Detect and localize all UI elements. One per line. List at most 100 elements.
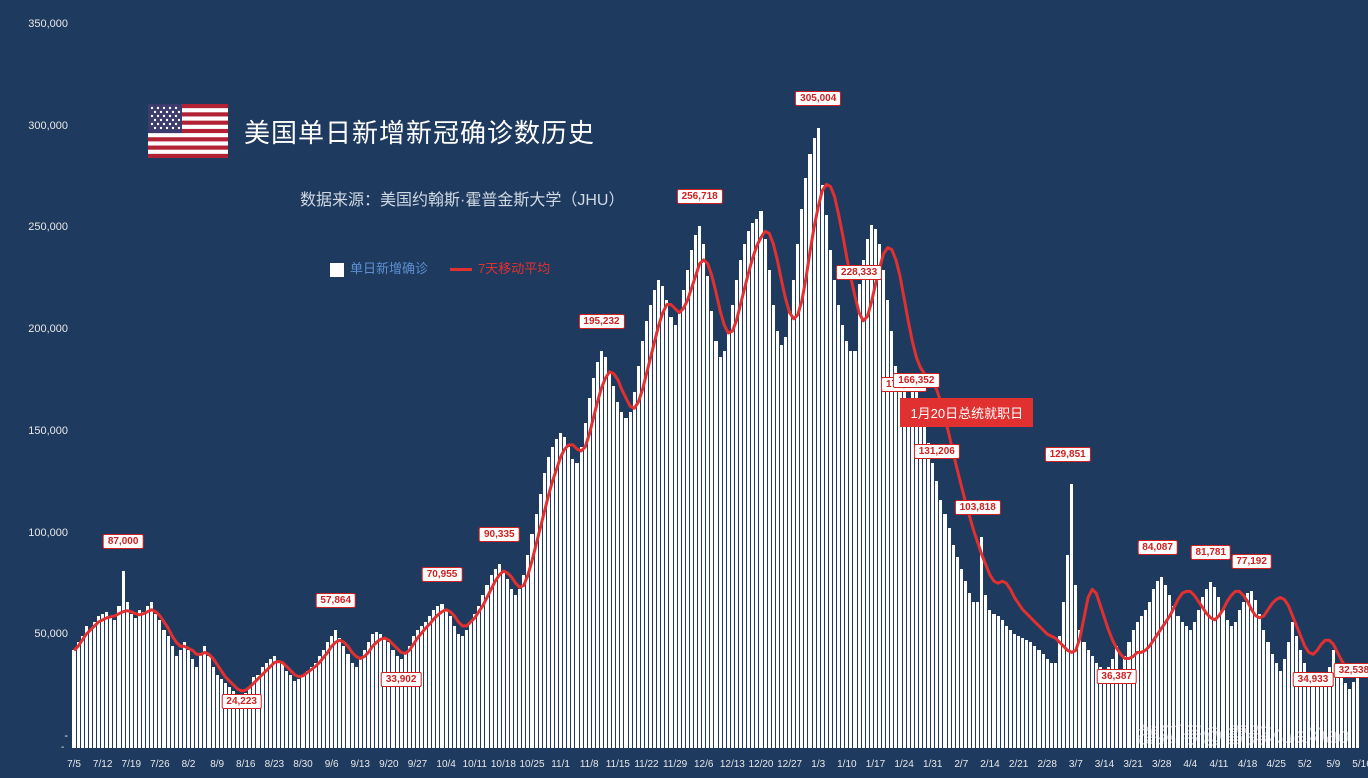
- bar: [837, 305, 840, 748]
- bar: [649, 305, 652, 748]
- bar: [1025, 640, 1028, 748]
- bar: [1136, 622, 1139, 748]
- bar: [788, 311, 791, 748]
- bar: [465, 630, 468, 748]
- bar: [784, 337, 787, 748]
- bar: [751, 223, 754, 748]
- bar: [841, 325, 844, 748]
- bar: [1164, 585, 1167, 748]
- bar: [866, 239, 869, 748]
- bar: [109, 618, 112, 748]
- bar: [171, 646, 174, 748]
- bar: [359, 659, 362, 749]
- bar: [903, 378, 906, 748]
- bar: [142, 612, 145, 748]
- x-axis-tick-label: 11/29: [663, 759, 687, 770]
- annotation-inauguration: 1月20日总统就职日: [900, 398, 1033, 427]
- data-label: 34,933: [1293, 672, 1334, 687]
- bar: [273, 656, 276, 748]
- x-axis-tick-label: 7/5: [67, 759, 81, 770]
- bar: [175, 656, 178, 748]
- bar: [1295, 636, 1298, 748]
- x-axis-tick-label: 12/6: [694, 759, 713, 770]
- bar: [494, 569, 497, 748]
- x-axis-tick-label: 11/8: [580, 759, 599, 770]
- bar: [97, 616, 100, 748]
- bar: [1209, 582, 1212, 748]
- x-axis-tick-label: 9/20: [379, 759, 398, 770]
- x-axis-tick-label: 10/4: [436, 759, 455, 770]
- bar: [1062, 602, 1065, 748]
- data-label: 131,206: [914, 444, 960, 459]
- bar: [514, 595, 517, 748]
- y-axis-tick-label: 300,000: [28, 120, 68, 132]
- bar: [948, 528, 951, 748]
- bar: [191, 659, 194, 749]
- bar: [768, 270, 771, 748]
- x-axis-tick-label: 9/27: [408, 759, 427, 770]
- x-axis-tick-label: 1/3: [811, 759, 825, 770]
- x-axis-tick-label: 10/11: [463, 759, 487, 770]
- bar: [960, 569, 963, 748]
- data-label: 103,818: [955, 500, 1001, 515]
- bar: [1181, 622, 1184, 748]
- x-axis-tick-label: 2/21: [1009, 759, 1028, 770]
- bar: [1087, 650, 1090, 748]
- bar: [629, 412, 632, 748]
- data-label: 305,004: [795, 91, 841, 106]
- bar: [89, 630, 92, 748]
- bar: [1234, 622, 1237, 748]
- bar: [1132, 630, 1135, 748]
- bar: [833, 280, 836, 748]
- bar: [154, 614, 157, 748]
- bar: [485, 585, 488, 748]
- bar: [1344, 683, 1347, 748]
- bar: [780, 345, 783, 748]
- bar: [555, 439, 558, 748]
- bar: [436, 606, 439, 748]
- bar: [1213, 587, 1216, 748]
- bar: [138, 610, 141, 748]
- bar: [633, 392, 636, 748]
- bar: [289, 675, 292, 748]
- x-axis-tick-label: 2/28: [1037, 759, 1056, 770]
- bar: [739, 260, 742, 748]
- bar: [81, 636, 84, 748]
- bar: [1042, 654, 1045, 748]
- bar: [616, 402, 619, 748]
- bar: [1238, 610, 1241, 748]
- bar: [1078, 630, 1081, 748]
- bar: [252, 677, 255, 748]
- bar: [1356, 677, 1359, 748]
- bar: [183, 642, 186, 748]
- bar: [269, 659, 272, 749]
- bar: [882, 270, 885, 748]
- bar: [297, 679, 300, 748]
- bar: [1152, 589, 1155, 748]
- bar: [490, 575, 493, 748]
- legend-item-line: 7天移动平均: [450, 258, 550, 277]
- data-label: 57,864: [315, 593, 356, 608]
- bar: [874, 229, 877, 748]
- x-axis-tick-label: 4/11: [1210, 759, 1229, 770]
- y-axis-tick-label: 350,000: [28, 18, 68, 30]
- bar: [387, 642, 390, 748]
- bar: [1050, 663, 1053, 748]
- bar: [956, 557, 959, 748]
- bar: [1226, 620, 1229, 748]
- bar: [424, 622, 427, 748]
- bar: [1074, 585, 1077, 748]
- bar: [216, 675, 219, 748]
- x-axis-tick-label: 3/28: [1152, 759, 1171, 770]
- bar: [1115, 646, 1118, 748]
- bar: [575, 463, 578, 748]
- bar: [105, 612, 108, 748]
- x-axis-tick-label: 4/18: [1238, 759, 1257, 770]
- data-label: 87,000: [103, 534, 144, 549]
- bar: [645, 321, 648, 748]
- bar: [1287, 642, 1290, 748]
- bar: [588, 398, 591, 748]
- chart-title: 美国单日新增新冠确诊数历史: [244, 113, 595, 150]
- x-axis-tick-label: 8/16: [236, 759, 255, 770]
- bar: [886, 300, 889, 748]
